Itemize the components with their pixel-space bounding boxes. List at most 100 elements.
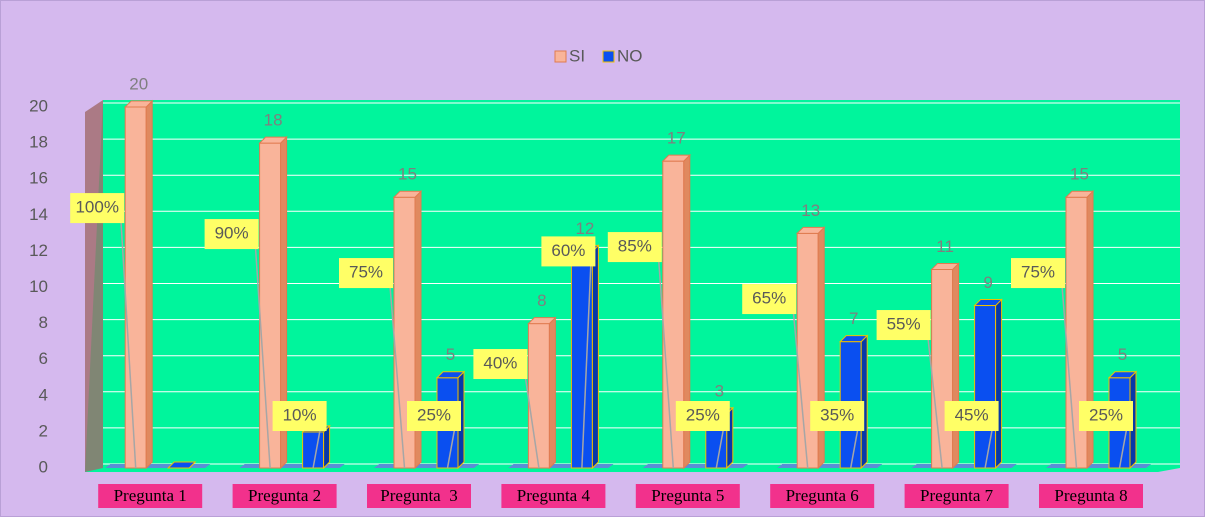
percent-box <box>944 401 999 431</box>
bar-side <box>548 316 556 470</box>
legend-swatch <box>602 50 615 63</box>
data-label: 15 <box>1070 165 1089 184</box>
category-bg <box>635 484 740 508</box>
x-tick-label: Pregunta 1 <box>114 486 187 505</box>
percent-label: 25% <box>1089 405 1123 424</box>
leader-line <box>388 273 406 469</box>
category-bg <box>98 484 203 508</box>
bar-top <box>661 154 692 162</box>
percent-box <box>810 401 865 431</box>
y-tick-label: 6 <box>39 349 48 368</box>
percent-box <box>541 236 596 267</box>
data-label: 20 <box>129 74 148 93</box>
bar <box>931 268 954 469</box>
legend-label: NO <box>617 46 643 65</box>
bar <box>527 323 550 469</box>
percent-label: 25% <box>417 405 451 424</box>
data-label: 15 <box>398 165 417 184</box>
percent-label: 75% <box>1021 263 1055 282</box>
leader-line <box>253 234 271 469</box>
percent-box <box>607 232 662 263</box>
leader-line <box>119 208 137 469</box>
percent-label: 75% <box>349 263 383 282</box>
bar-side <box>952 262 960 470</box>
floor <box>508 464 614 468</box>
y-tick-label: 8 <box>39 313 48 332</box>
percent-label: 25% <box>686 405 720 424</box>
bar-side <box>995 298 1003 470</box>
bar-side <box>591 244 599 470</box>
percent-label: 65% <box>752 289 786 308</box>
percent-box <box>339 258 393 289</box>
bar-top <box>166 461 197 469</box>
percent-box <box>473 349 528 380</box>
percent-box <box>876 310 931 341</box>
y-tick-label: 18 <box>29 133 48 152</box>
side-wall <box>85 100 103 472</box>
y-tick-label: 14 <box>29 205 48 224</box>
data-label: 5 <box>1118 345 1127 364</box>
plot-area <box>85 100 1180 472</box>
percent-label: 45% <box>955 405 989 424</box>
leader-line <box>581 251 593 469</box>
x-tick-label: Pregunta 4 <box>517 486 591 505</box>
bar-top <box>795 226 826 234</box>
data-label: 9 <box>983 273 992 292</box>
percent-box <box>204 219 259 250</box>
bar <box>974 305 997 469</box>
y-tick-label: 4 <box>39 385 48 404</box>
bar-top <box>1107 371 1138 379</box>
data-label: 11 <box>936 237 954 256</box>
data-label: 17 <box>667 129 686 148</box>
bar-top <box>838 335 869 343</box>
y-tick-label: 0 <box>39 457 48 476</box>
x-tick-label: Pregunta 8 <box>1054 486 1127 505</box>
category-bg <box>232 484 337 508</box>
category-bg <box>1039 484 1143 508</box>
data-label: 8 <box>537 291 546 310</box>
leader-line <box>522 363 540 469</box>
floor <box>239 464 345 468</box>
floor <box>374 464 479 468</box>
bar-top <box>392 190 423 198</box>
percent-box <box>272 401 327 431</box>
percent-box <box>70 193 125 224</box>
x-tick-label: Pregunta 5 <box>651 486 724 505</box>
data-label: 18 <box>264 111 283 130</box>
percent-box <box>675 401 730 431</box>
bar-top <box>527 317 557 325</box>
category-bg <box>770 484 875 508</box>
x-tick-label: Pregunta 6 <box>786 486 859 505</box>
bar <box>302 431 325 469</box>
leader-line <box>657 247 675 469</box>
floor <box>105 464 211 468</box>
legend-label: SI <box>569 46 585 65</box>
data-label: 13 <box>801 201 820 220</box>
bar-top <box>1064 190 1095 198</box>
percent-label: 60% <box>551 241 585 260</box>
category-bg <box>904 484 1009 508</box>
bar-side <box>323 424 331 470</box>
bar-top <box>258 136 288 144</box>
percent-label: 85% <box>618 237 652 256</box>
y-tick-label: 20 <box>29 96 48 115</box>
x-tick-label: Pregunta 3 <box>380 486 457 505</box>
y-tick-label: 12 <box>29 241 48 260</box>
percent-label: 40% <box>483 354 517 373</box>
percent-box <box>1079 401 1133 431</box>
leader-line <box>791 298 809 469</box>
bar-top <box>123 100 154 108</box>
y-tick-label: 16 <box>29 169 48 188</box>
bar-side <box>145 99 153 470</box>
bar <box>796 232 819 469</box>
percent-label: 55% <box>887 315 921 334</box>
percent-label: 100% <box>75 198 118 217</box>
percent-label: 10% <box>283 405 317 424</box>
category-bg <box>501 484 606 508</box>
percent-box <box>1011 258 1065 289</box>
y-tick-label: 10 <box>29 277 48 296</box>
floor <box>911 464 1017 468</box>
floor <box>1046 464 1151 468</box>
leader-line <box>1060 273 1078 469</box>
